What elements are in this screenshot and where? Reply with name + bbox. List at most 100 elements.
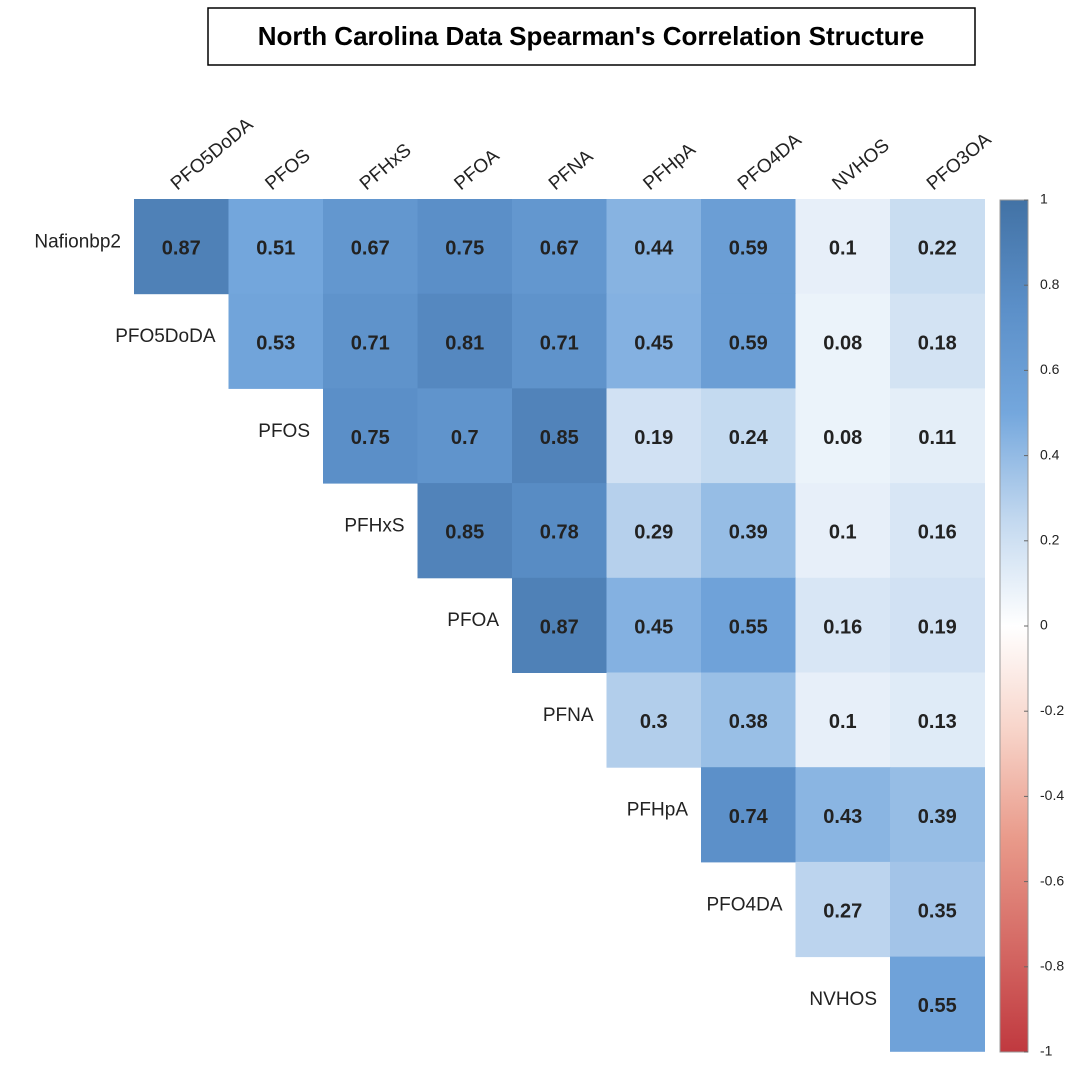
row-label: NVHOS [809, 989, 877, 1010]
cell-label: 0.43 [823, 806, 862, 828]
cell-label: 0.81 [445, 332, 484, 354]
cell [512, 483, 607, 579]
cell [417, 293, 513, 389]
cell-label: 0.71 [540, 332, 579, 354]
cell-label: 0.16 [823, 616, 862, 638]
cell-label: 0.85 [445, 522, 484, 544]
cell [606, 388, 702, 484]
colorbar-tick-label: 0.2 [1040, 532, 1060, 548]
cell-label: 0.24 [729, 427, 769, 449]
cell [795, 577, 891, 673]
cell-label: 0.19 [918, 616, 957, 638]
title-box [207, 7, 976, 66]
row-label: PFHxS [344, 515, 404, 536]
cell-label: 0.87 [162, 238, 201, 260]
cell [323, 293, 418, 389]
cell-label: 0.13 [918, 711, 957, 733]
cell [701, 767, 796, 863]
cell-label: 0.59 [729, 238, 768, 260]
cell [795, 861, 891, 958]
cell [512, 388, 607, 484]
row-label: PFOS [258, 421, 310, 442]
cell [417, 199, 513, 295]
cell-label: 0.29 [634, 522, 673, 544]
cell [606, 483, 702, 579]
column-label: PFO3OA [923, 129, 996, 195]
cell-label: 0.74 [729, 806, 769, 828]
row-label: PFOA [447, 610, 499, 631]
cell-label: 0.78 [540, 522, 579, 544]
cell [890, 861, 985, 958]
cell-label: 0.39 [918, 806, 957, 828]
cell-label: 0.08 [823, 427, 862, 449]
cell [890, 199, 985, 295]
cell [795, 483, 891, 579]
cell [795, 293, 891, 389]
cell-label: 0.51 [256, 238, 295, 260]
cell-label: 0.7 [451, 427, 479, 449]
cell-label: 0.08 [823, 332, 862, 354]
cell [890, 388, 985, 484]
cell [417, 483, 513, 579]
cell [795, 672, 891, 768]
column-label: NVHOS [828, 135, 893, 195]
cell-label: 0.59 [729, 332, 768, 354]
colorbar-tick-label: -0.4 [1040, 787, 1064, 803]
cell-label: 0.71 [351, 332, 390, 354]
cell [512, 577, 607, 673]
cell-label: 0.1 [829, 238, 857, 260]
cell-label: 0.3 [640, 711, 668, 733]
column-label: PFHpA [639, 139, 700, 195]
cell-label: 0.27 [823, 901, 862, 923]
cell-label: 0.19 [634, 427, 673, 449]
column-label: PFO4DA [734, 130, 806, 195]
cell [606, 577, 702, 673]
row-label: Nafionbp2 [34, 231, 121, 252]
cell [701, 293, 796, 389]
cell-label: 0.35 [918, 901, 957, 923]
cell [512, 199, 607, 295]
cell-label: 0.75 [351, 427, 390, 449]
column-label: PFOA [450, 145, 503, 195]
cell [890, 577, 985, 673]
row-label: PFO4DA [706, 894, 782, 915]
cell-label: 0.75 [445, 238, 484, 260]
chart-title: North Carolina Data Spearman's Correlati… [258, 21, 924, 51]
column-label: PFOS [261, 145, 314, 194]
cell [323, 199, 418, 295]
cell [323, 388, 418, 484]
colorbar-tick-label: -0.2 [1040, 702, 1064, 718]
cell [795, 388, 891, 484]
cell-label: 0.87 [540, 616, 579, 638]
cell [701, 672, 796, 768]
colorbar-tick-label: -1 [1040, 1043, 1053, 1059]
colorbar-tick-label: 1 [1040, 191, 1048, 207]
colorbar-tick-label: -0.8 [1040, 958, 1064, 974]
cell-label: 0.45 [634, 332, 673, 354]
column-label: PFNA [545, 146, 598, 195]
cell-label: 0.53 [256, 332, 295, 354]
cell [890, 767, 985, 863]
colorbar-tick-label: 0.8 [1040, 276, 1060, 292]
cell-label: 0.44 [634, 238, 674, 260]
colorbar-tick-label: 0.6 [1040, 361, 1060, 377]
row-label: PFHpA [627, 800, 689, 821]
colorbar [999, 199, 1029, 1053]
cell [701, 483, 796, 579]
cell [701, 577, 796, 673]
cell [701, 388, 796, 484]
cell [417, 388, 513, 484]
cell-label: 0.67 [540, 238, 579, 260]
cell [795, 767, 891, 863]
cell [795, 199, 891, 295]
cell [228, 199, 324, 295]
cell [606, 293, 702, 389]
cell-label: 0.55 [729, 616, 768, 638]
cell-label: 0.16 [918, 522, 957, 544]
cell [228, 293, 324, 389]
cell-label: 0.11 [918, 427, 956, 449]
cell [890, 293, 985, 389]
cell-label: 0.67 [351, 238, 390, 260]
cell-label: 0.1 [829, 711, 857, 733]
